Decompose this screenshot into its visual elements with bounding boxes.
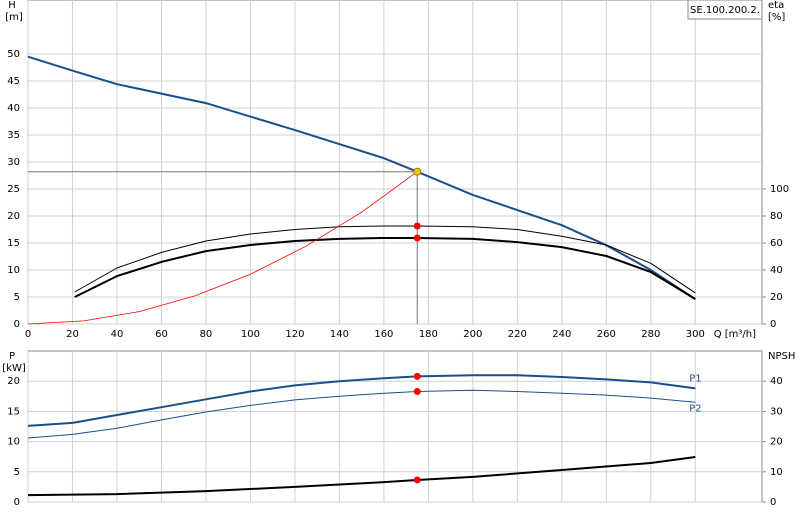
y-tick-label: 0: [14, 319, 20, 330]
y2-axis-label: eta: [768, 0, 784, 11]
y-tick-label: 5: [14, 292, 20, 303]
y-tick-label: 35: [7, 130, 20, 141]
y-tick-label: 40: [7, 103, 20, 114]
x-tick-label: 60: [155, 329, 168, 340]
x-tick-label: 240: [552, 329, 571, 340]
curve: [27, 171, 418, 325]
x-tick-label: 100: [241, 329, 260, 340]
x-tick-label: 260: [597, 329, 616, 340]
y-axis-unit: [m]: [5, 12, 23, 23]
y-tick-label: 25: [7, 184, 20, 195]
operating-point: [413, 222, 421, 230]
operating-point: [413, 476, 421, 484]
x-tick-label: 220: [508, 329, 527, 340]
y2-tick-label: 30: [770, 406, 783, 417]
curve: [27, 389, 696, 439]
x-tick-label: 0: [25, 329, 31, 340]
y-axis-unit: [kW]: [2, 363, 26, 374]
x-tick-label: 80: [200, 329, 213, 340]
operating-point: [413, 372, 421, 380]
y-tick-label: 10: [7, 265, 20, 276]
curve-label: P2: [689, 403, 701, 414]
plot-frame: [27, 350, 763, 503]
curve-label: P1: [689, 373, 701, 384]
y2-tick-label: 0: [770, 319, 776, 330]
curve: [27, 55, 696, 301]
y-axis-label: P: [9, 351, 15, 362]
label-box: [687, 0, 763, 20]
x-tick-label: 280: [641, 329, 660, 340]
y2-tick-label: 20: [770, 292, 783, 303]
curve: [74, 225, 696, 294]
y2-tick-label: 0: [770, 497, 776, 508]
operating-point: [413, 234, 421, 242]
y2-tick-label: 40: [770, 376, 783, 387]
y2-axis-unit: [%]: [768, 12, 785, 23]
y2-tick-label: 60: [770, 238, 783, 249]
x-tick-label: 180: [419, 329, 438, 340]
y-tick-label: 20: [7, 211, 20, 222]
curve: [27, 456, 696, 497]
y-tick-label: 15: [7, 238, 20, 249]
x-tick-label: 200: [463, 329, 482, 340]
label-box-text: SE.100.200.2.: [690, 5, 760, 16]
x-axis-label: Q [m³/h]: [714, 329, 756, 340]
y2-tick-label: 20: [770, 437, 783, 448]
y2-tick-label: 10: [770, 467, 783, 478]
y-tick-label: 10: [7, 437, 20, 448]
y-tick-label: 0: [14, 497, 20, 508]
curve: [74, 237, 696, 300]
y-tick-label: 30: [7, 157, 20, 168]
x-tick-label: 300: [686, 329, 705, 340]
x-tick-label: 140: [330, 329, 349, 340]
y2-tick-label: 100: [770, 184, 789, 195]
operating-point: [413, 167, 422, 176]
y-tick-label: 20: [7, 376, 20, 387]
y2-axis-label: NPSH: [768, 351, 795, 362]
x-tick-label: 40: [111, 329, 124, 340]
curve: [27, 374, 696, 427]
y-tick-label: 50: [7, 49, 20, 60]
y-tick-label: 45: [7, 76, 20, 87]
y-axis-label: H: [8, 0, 16, 11]
x-tick-label: 20: [66, 329, 79, 340]
y2-tick-label: 40: [770, 265, 783, 276]
x-tick-label: 160: [374, 329, 393, 340]
operating-point: [413, 387, 421, 395]
y2-tick-label: 80: [770, 211, 783, 222]
x-tick-label: 120: [285, 329, 304, 340]
y-tick-label: 5: [14, 467, 20, 478]
y-tick-label: 15: [7, 406, 20, 417]
